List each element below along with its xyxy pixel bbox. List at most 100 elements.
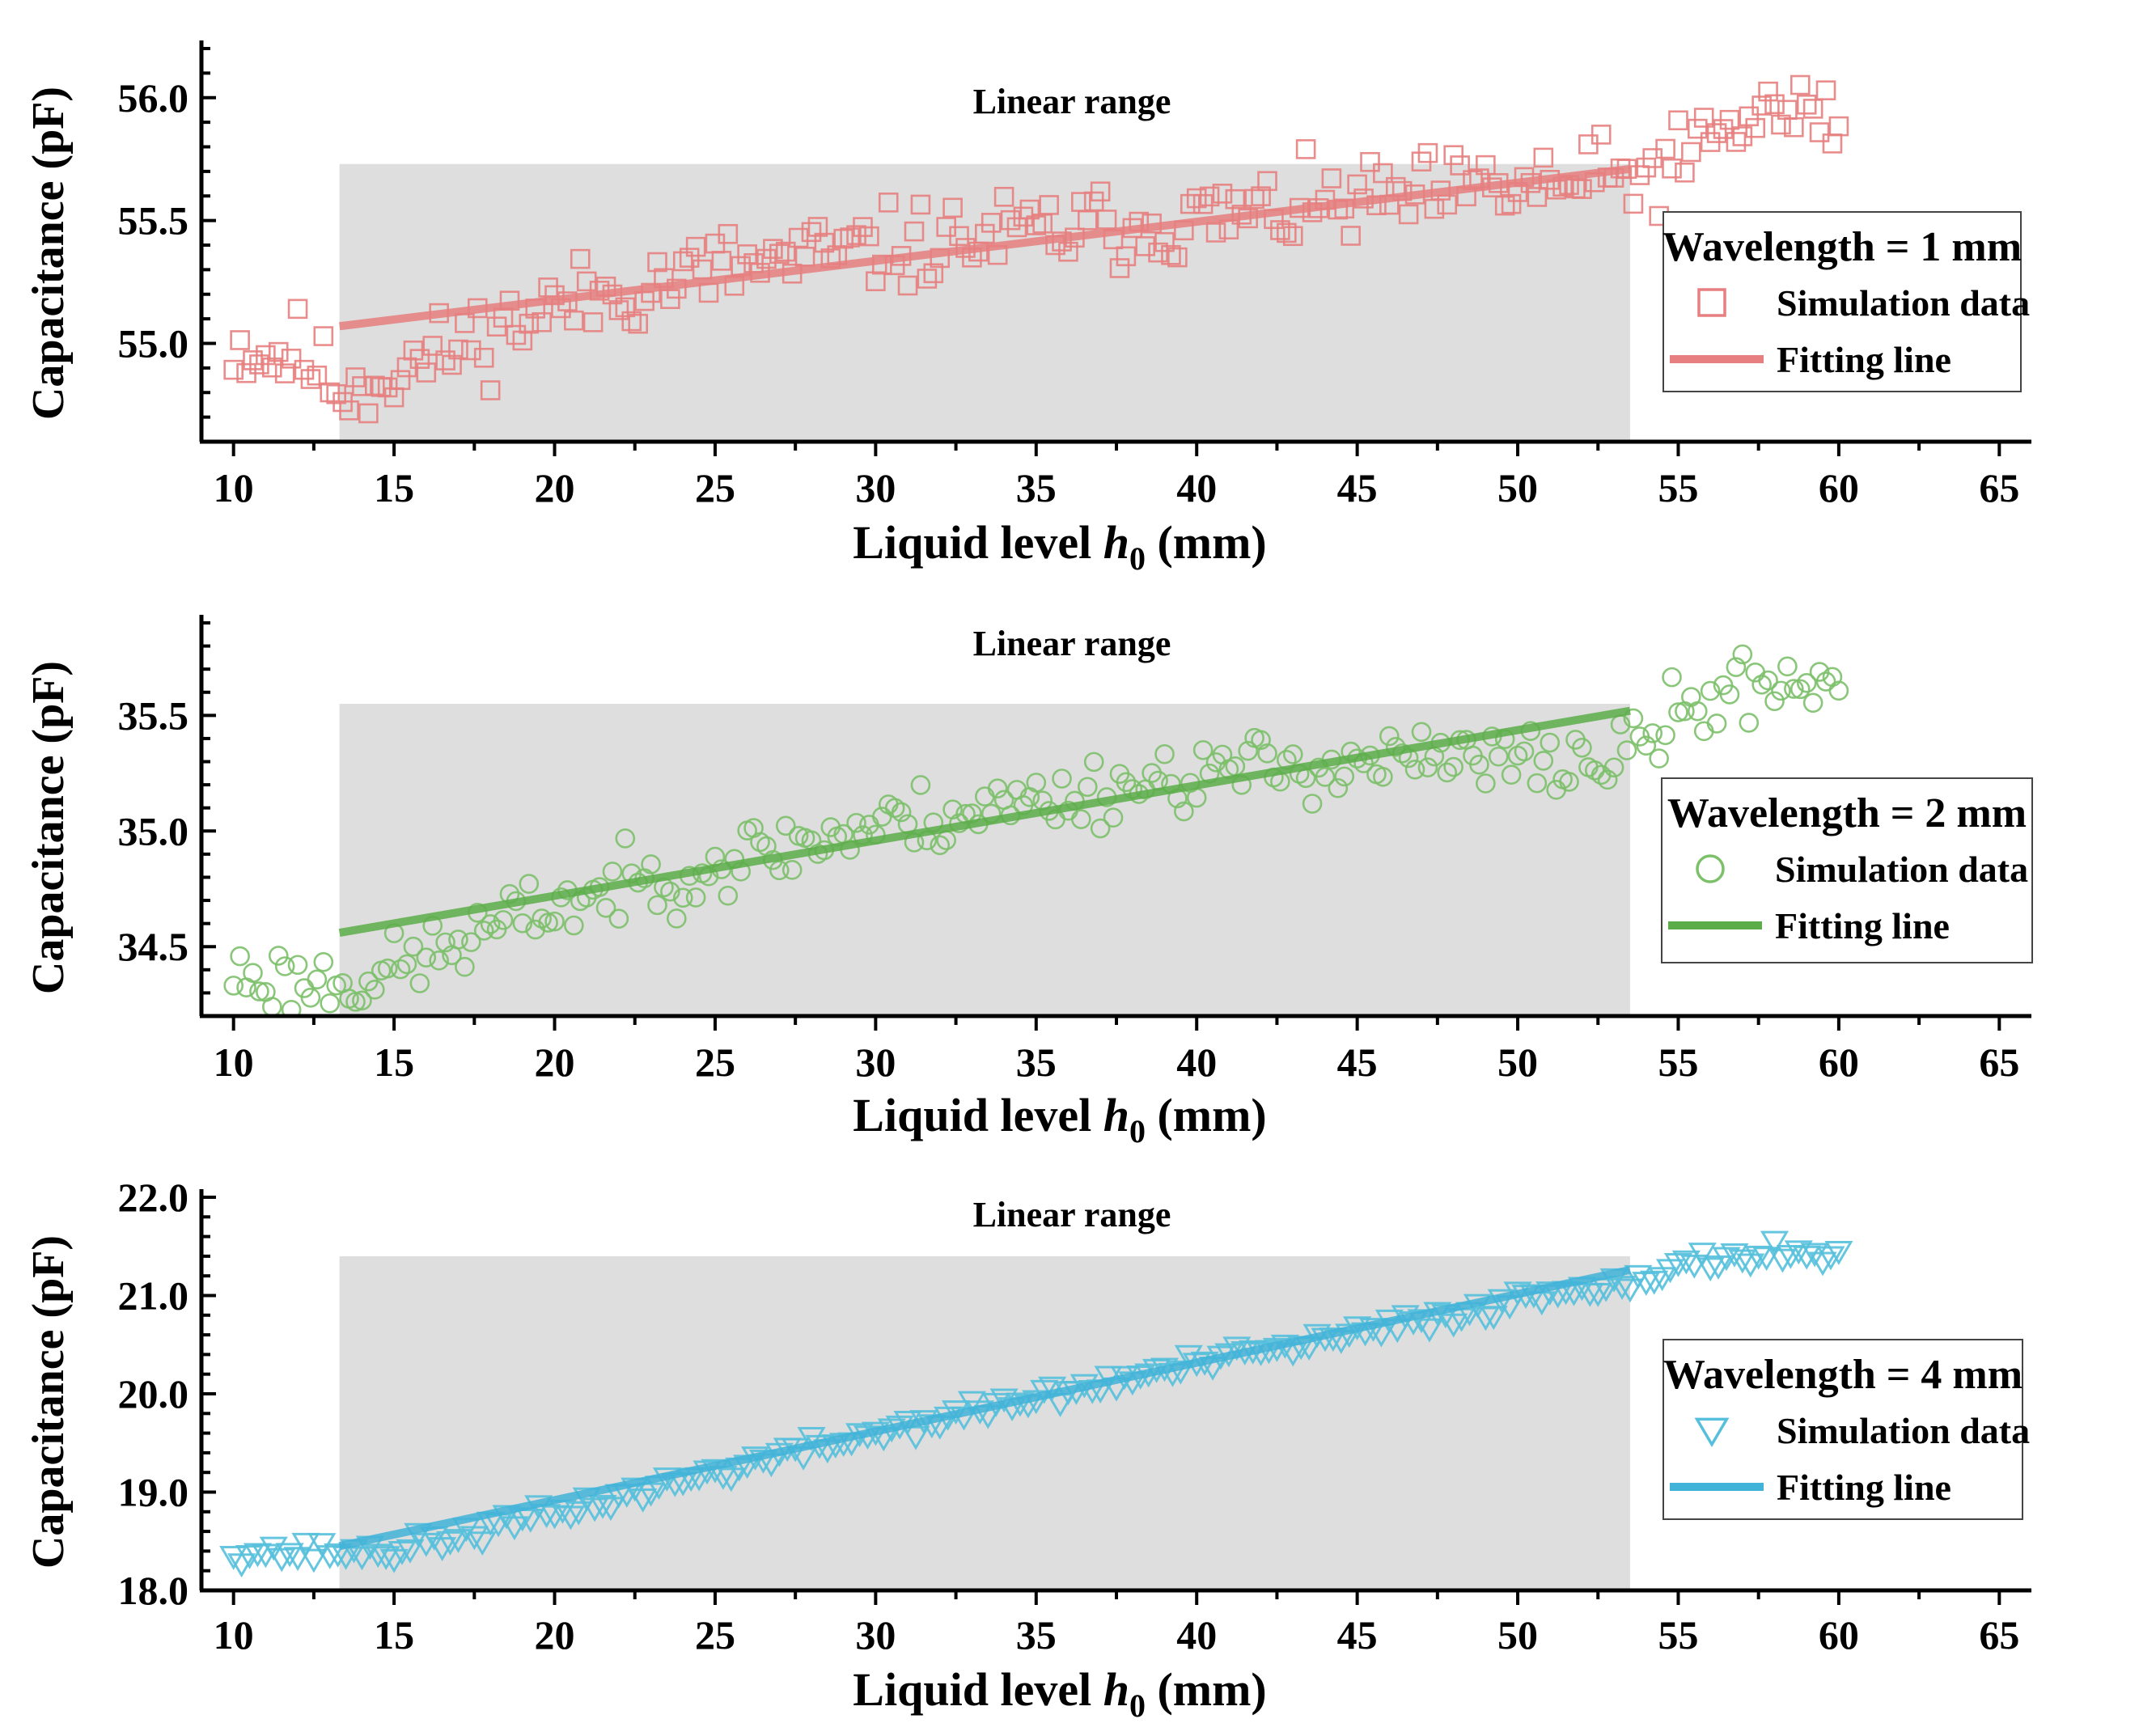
data-point	[1752, 1247, 1781, 1272]
data-point	[442, 354, 462, 375]
data-point	[1535, 1281, 1565, 1306]
data-point	[1373, 766, 1393, 787]
data-point	[275, 1543, 304, 1568]
data-point	[1212, 184, 1233, 204]
data-point	[910, 775, 931, 795]
data-point	[1282, 226, 1303, 247]
x-tick-label: 40	[1176, 1612, 1217, 1658]
data-point	[235, 1545, 265, 1569]
data-point	[324, 1543, 353, 1568]
data-point	[1319, 1327, 1348, 1352]
data-point	[1758, 670, 1778, 691]
x-tick-label: 30	[855, 1039, 896, 1085]
data-point	[1469, 754, 1489, 775]
data-point	[897, 275, 918, 296]
x-tick-label: 25	[695, 465, 735, 510]
x-tick-label: 65	[1979, 1612, 2019, 1658]
data-point	[718, 223, 739, 244]
data-point	[1443, 145, 1463, 166]
data-point	[1476, 155, 1496, 176]
data-point	[371, 1546, 400, 1571]
x-tick-label: 20	[535, 1612, 575, 1658]
data-point	[797, 1426, 826, 1451]
data-point	[1693, 721, 1714, 742]
data-point	[1450, 155, 1470, 176]
data-point	[281, 999, 302, 1016]
data-point	[1776, 1244, 1805, 1269]
data-point	[1607, 1276, 1637, 1300]
data-point	[480, 380, 501, 400]
legend: Wavelength = 2 mm Simulation data Fittin…	[1661, 777, 2033, 963]
data-point	[388, 1541, 417, 1565]
y-tick-labels: 34.5 35.0 35.5	[118, 692, 189, 969]
data-point	[1655, 725, 1675, 746]
x-tick-label: 15	[374, 1039, 414, 1085]
annotation-linear-range: Linear range	[973, 82, 1171, 121]
data-point	[1640, 1270, 1669, 1295]
data-point	[769, 860, 790, 881]
data-point	[516, 1509, 545, 1533]
data-point	[1784, 116, 1804, 138]
x-tick-label: 30	[855, 465, 896, 510]
data-point	[396, 954, 417, 975]
x-tick-label: 20	[535, 465, 575, 510]
data-point	[1417, 757, 1438, 777]
data-point	[1728, 1249, 1757, 1274]
data-point	[1026, 215, 1047, 235]
data-point	[1527, 187, 1548, 207]
data-point	[1719, 109, 1740, 130]
data-point	[1758, 81, 1778, 102]
data-point	[352, 376, 372, 396]
axes	[199, 40, 2031, 456]
data-point	[448, 929, 468, 950]
data-point	[769, 243, 790, 265]
data-point	[1700, 680, 1721, 701]
data-point	[660, 289, 680, 309]
data-point	[1696, 1257, 1725, 1282]
data-point	[1103, 807, 1124, 828]
data-point	[1760, 1230, 1790, 1255]
x-tick-label: 15	[374, 1612, 414, 1658]
data-point	[1790, 679, 1811, 700]
data-point	[1809, 662, 1830, 682]
data-point	[1116, 246, 1137, 267]
data-point	[1706, 123, 1727, 143]
data-point	[949, 226, 969, 247]
data-point	[390, 959, 411, 980]
data-point	[564, 310, 584, 331]
data-point	[1494, 195, 1515, 216]
data-point	[364, 980, 385, 1000]
x-tick-label: 65	[1979, 1039, 2019, 1085]
data-point	[274, 363, 295, 383]
data-point	[1251, 186, 1271, 206]
data-point	[1328, 777, 1349, 798]
data-point	[711, 251, 732, 271]
data-point	[641, 854, 661, 874]
data-point	[1822, 133, 1843, 154]
data-point	[608, 908, 629, 929]
data-point	[1796, 94, 1817, 115]
legend-label-simulation-data: Simulation data	[1777, 282, 2030, 324]
data-point	[230, 946, 250, 967]
data-point	[1800, 1243, 1829, 1268]
data-point	[274, 956, 295, 976]
data-point	[672, 251, 693, 272]
x-tick-label: 45	[1337, 465, 1378, 510]
data-point	[1739, 106, 1760, 127]
data-point	[1437, 762, 1458, 783]
x-tick-label: 45	[1337, 1039, 1378, 1085]
data-point	[390, 370, 411, 391]
data-point	[1154, 743, 1175, 764]
data-point	[538, 912, 558, 933]
legend-title: Wavelength = 2 mm	[1667, 790, 2027, 836]
data-point	[326, 383, 346, 404]
data-point	[313, 326, 334, 346]
data-point	[615, 297, 636, 318]
x-tick-label: 55	[1658, 1612, 1698, 1658]
data-point	[1726, 132, 1747, 152]
legend-marker-shape	[1697, 288, 1726, 317]
data-point	[1488, 746, 1509, 767]
data-point	[1334, 766, 1355, 787]
data-point	[1257, 171, 1277, 192]
